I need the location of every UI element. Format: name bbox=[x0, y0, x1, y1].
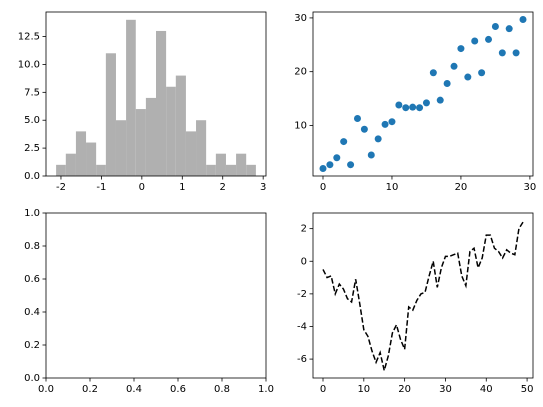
scatter-point bbox=[340, 138, 348, 146]
histogram-bar bbox=[75, 131, 87, 176]
x-tick-label: 0.6 bbox=[170, 384, 186, 395]
scatter-point bbox=[519, 16, 527, 24]
histogram-bar bbox=[156, 30, 167, 176]
data-line bbox=[322, 221, 524, 371]
x-tick-label: 0.8 bbox=[214, 384, 230, 395]
histogram-bar bbox=[166, 86, 176, 176]
scatter-point bbox=[326, 161, 334, 169]
scatter-point bbox=[491, 23, 499, 31]
scatter-point bbox=[381, 120, 389, 128]
histogram-bar bbox=[86, 142, 97, 176]
x-tick-label: 1.0 bbox=[258, 384, 274, 395]
y-tick-label: 10.0 bbox=[18, 59, 40, 70]
x-tick-label: 1 bbox=[179, 182, 185, 193]
x-tick-label: 10 bbox=[357, 384, 370, 395]
histogram-bar bbox=[145, 97, 156, 176]
scatter-point bbox=[360, 125, 368, 133]
y-tick-label: 0.4 bbox=[24, 307, 40, 318]
x-tick-label: 0 bbox=[320, 384, 326, 395]
x-tick-label: -1 bbox=[96, 182, 106, 193]
scatter-point bbox=[429, 69, 437, 77]
histogram-bar bbox=[65, 153, 76, 176]
y-tick-label: 0.0 bbox=[24, 373, 40, 384]
axes-frame bbox=[45, 11, 267, 177]
scatter-point bbox=[374, 135, 382, 143]
histogram-bar bbox=[185, 131, 197, 176]
scatter-point bbox=[422, 99, 430, 107]
x-tick-label: -2 bbox=[56, 182, 66, 193]
x-tick-label: 40 bbox=[480, 384, 493, 395]
x-tick-label: 3 bbox=[260, 182, 266, 193]
y-tick-label: 0.0 bbox=[24, 171, 40, 182]
y-tick-label: 30 bbox=[294, 13, 307, 24]
scatter-point bbox=[498, 49, 506, 57]
y-tick-label: 10 bbox=[294, 120, 307, 131]
axes-frame bbox=[312, 11, 534, 177]
scatter-point bbox=[409, 103, 417, 111]
scatter-point bbox=[450, 62, 458, 70]
x-tick-label: 0.2 bbox=[82, 384, 98, 395]
axes-frame bbox=[45, 212, 267, 379]
y-tick-label: -2 bbox=[297, 289, 307, 300]
scatter-point bbox=[485, 35, 493, 43]
histogram-bar bbox=[225, 164, 237, 176]
scatter-point bbox=[478, 69, 486, 77]
y-tick-label: 2 bbox=[301, 224, 307, 235]
y-tick-label: 20 bbox=[294, 67, 307, 78]
y-tick-label: 2.5 bbox=[24, 143, 40, 154]
scatter-point bbox=[395, 101, 403, 109]
scatter-point bbox=[402, 104, 410, 112]
x-tick-label: 20 bbox=[455, 182, 468, 193]
scatter-point bbox=[505, 25, 513, 33]
histogram-bar bbox=[246, 164, 256, 176]
scatter-point bbox=[388, 118, 396, 126]
x-tick-label: 20 bbox=[398, 384, 411, 395]
histogram-bar bbox=[175, 75, 186, 176]
histogram-bar bbox=[56, 164, 66, 176]
x-tick-label: 30 bbox=[524, 182, 537, 193]
scatter-point bbox=[416, 104, 424, 112]
x-tick-label: 0.0 bbox=[38, 384, 54, 395]
scatter-point bbox=[347, 161, 355, 169]
y-tick-label: 7.5 bbox=[24, 87, 40, 98]
y-tick-label: 0.6 bbox=[24, 274, 40, 285]
y-tick-label: 0 bbox=[301, 256, 307, 267]
scatter-point bbox=[333, 154, 341, 162]
histogram-bar bbox=[105, 53, 116, 176]
histogram-bar bbox=[96, 164, 106, 176]
x-tick-label: 0.4 bbox=[126, 384, 142, 395]
histogram-bar bbox=[215, 153, 226, 176]
histogram-bar bbox=[135, 109, 146, 176]
scatter-point bbox=[464, 73, 472, 81]
y-tick-label: 12.5 bbox=[18, 32, 40, 43]
y-tick-label: 5.0 bbox=[24, 115, 40, 126]
x-tick-label: 30 bbox=[439, 384, 452, 395]
y-tick-label: -4 bbox=[297, 321, 307, 332]
scatter-point bbox=[512, 49, 520, 57]
scatter-point bbox=[436, 96, 444, 104]
axes-frame bbox=[312, 212, 534, 379]
x-tick-label: 2 bbox=[220, 182, 226, 193]
scatter-point bbox=[471, 37, 479, 45]
scatter-point bbox=[319, 164, 327, 172]
y-tick-label: 0.2 bbox=[24, 340, 40, 351]
y-tick-label: 0.8 bbox=[24, 241, 40, 252]
histogram-bar bbox=[206, 164, 216, 176]
histogram-bar bbox=[236, 153, 247, 176]
x-tick-label: 0 bbox=[139, 182, 145, 193]
y-tick-label: -6 bbox=[297, 354, 307, 365]
x-tick-label: 10 bbox=[386, 182, 399, 193]
scatter-point bbox=[443, 80, 451, 88]
scatter-point bbox=[367, 151, 375, 159]
x-tick-label: 0 bbox=[320, 182, 326, 193]
y-tick-label: 1.0 bbox=[24, 208, 40, 219]
scatter-point bbox=[353, 114, 361, 122]
scatter-point bbox=[457, 45, 465, 53]
x-tick-label: 50 bbox=[521, 384, 534, 395]
histogram-bar bbox=[115, 120, 127, 176]
histogram-bar bbox=[126, 19, 136, 176]
histogram-bar bbox=[196, 120, 207, 176]
